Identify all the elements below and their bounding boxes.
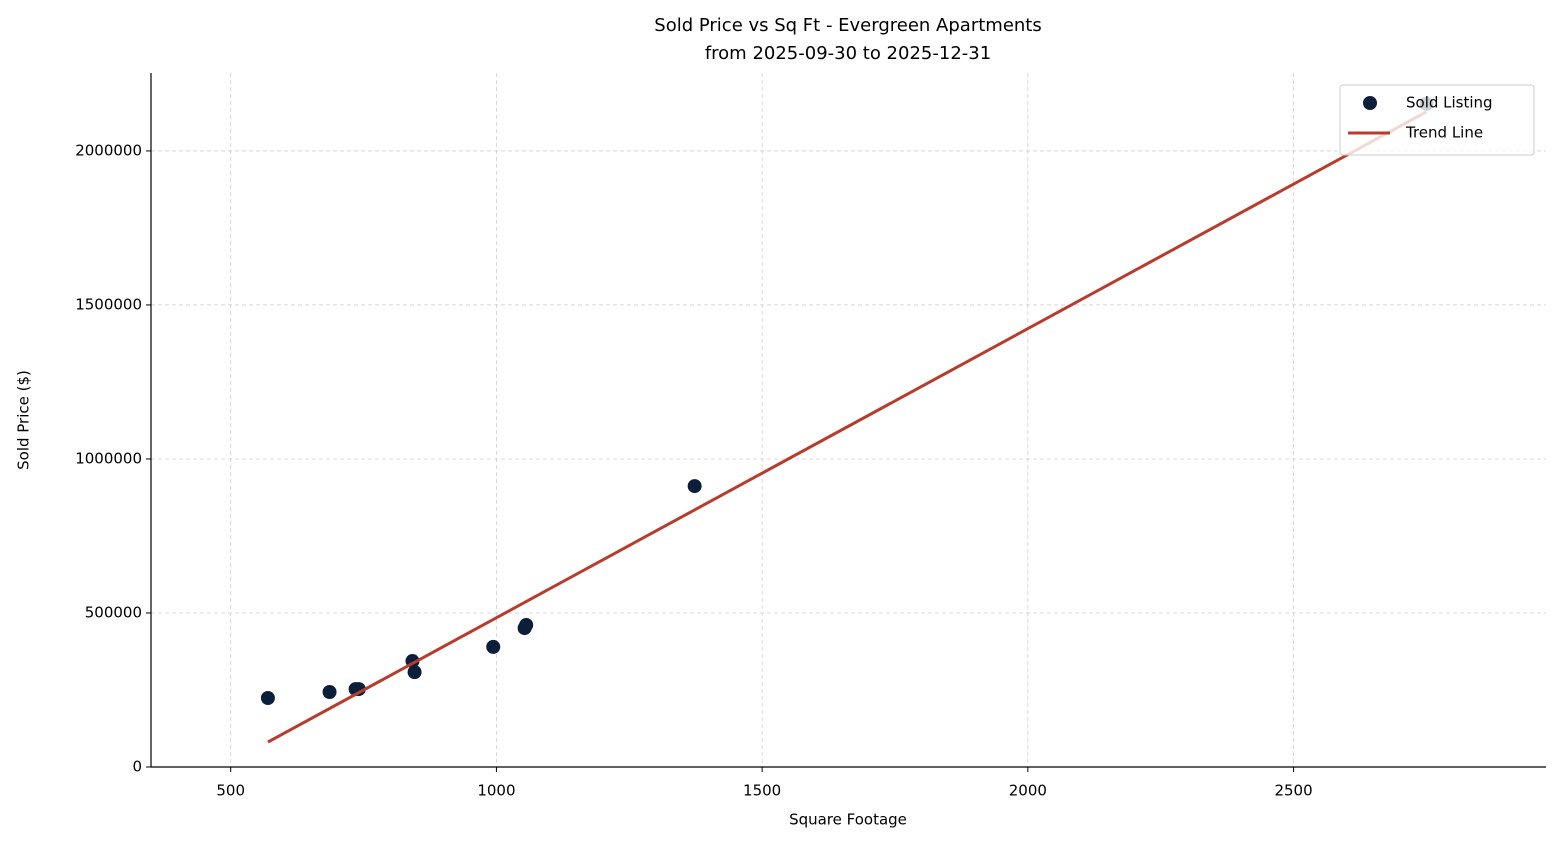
chart-title: Sold Price vs Sq Ft - Evergreen Apartmen… <box>654 15 1041 36</box>
scatter-point <box>407 665 422 680</box>
legend-label: Trend Line <box>1405 124 1483 142</box>
y-axis-label: Sold Price ($) <box>15 370 33 470</box>
scatter-point <box>260 691 275 706</box>
legend-label: Sold Listing <box>1406 94 1493 112</box>
scatter-point <box>687 479 702 494</box>
y-tick-label: 2000000 <box>75 141 142 159</box>
scatter-point <box>351 682 366 697</box>
y-tick-label: 500000 <box>85 603 142 621</box>
x-tick-label: 1000 <box>477 782 515 800</box>
x-axis-label: Square Footage <box>789 811 907 829</box>
y-tick-label: 0 <box>132 758 142 776</box>
chart-subtitle: from 2025-09-30 to 2025-12-31 <box>705 43 991 64</box>
scatter-point <box>519 617 534 632</box>
x-tick-label: 2500 <box>1274 782 1312 800</box>
y-tick-label: 1000000 <box>75 449 142 467</box>
x-tick-label: 500 <box>216 782 245 800</box>
scatter-point <box>486 639 501 654</box>
y-tick-label: 1500000 <box>75 295 142 313</box>
legend-marker <box>1363 96 1377 110</box>
scatter-point <box>322 684 337 699</box>
trend-line <box>267 110 1428 744</box>
x-tick-label: 2000 <box>1009 782 1047 800</box>
x-tick-label: 1500 <box>743 782 781 800</box>
legend-box <box>1339 84 1535 156</box>
